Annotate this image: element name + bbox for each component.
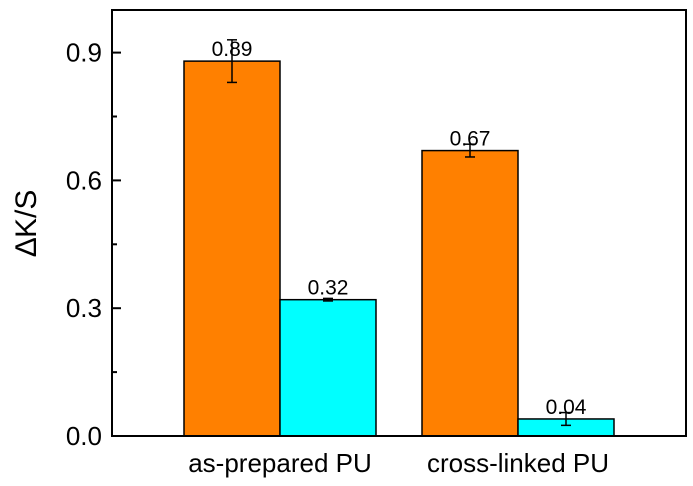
y-axis-tick-labels: 0.0 0.3 0.6 0.9 (66, 38, 102, 451)
error-bar-1-1 (227, 39, 237, 84)
data-label-2-1: 0.67 (450, 128, 491, 151)
y-axis-label: ∆K/S (10, 190, 43, 257)
y-tick-label-1: 0.3 (66, 293, 102, 323)
y-tick-label-0: 0.0 (66, 421, 102, 451)
category-label-1: as-prepared PU (188, 448, 372, 478)
error-bar-2-1 (465, 143, 475, 158)
data-label-1-1: 0.89 (212, 38, 253, 61)
error-bar-2-2 (561, 411, 571, 427)
data-labels-group: 0.89 0.32 0.67 0.04 (212, 38, 587, 419)
bars-group (183, 60, 615, 437)
y-axis-ticks (112, 51, 121, 437)
bar-1-1 (183, 60, 281, 437)
category-label-2: cross-linked PU (427, 448, 609, 478)
bar-1-2 (279, 298, 377, 437)
error-bars-group (227, 39, 571, 427)
y-tick-label-3: 0.9 (66, 38, 102, 68)
plot-frame (111, 9, 687, 437)
y-tick-label-2: 0.6 (66, 165, 102, 195)
data-label-1-2: 0.32 (308, 277, 349, 300)
data-label-2-2: 0.04 (546, 396, 587, 419)
x-axis-category-labels: as-prepared PU cross-linked PU (188, 448, 609, 478)
error-bar-1-2 (323, 297, 333, 302)
bar-2-1 (421, 149, 519, 437)
